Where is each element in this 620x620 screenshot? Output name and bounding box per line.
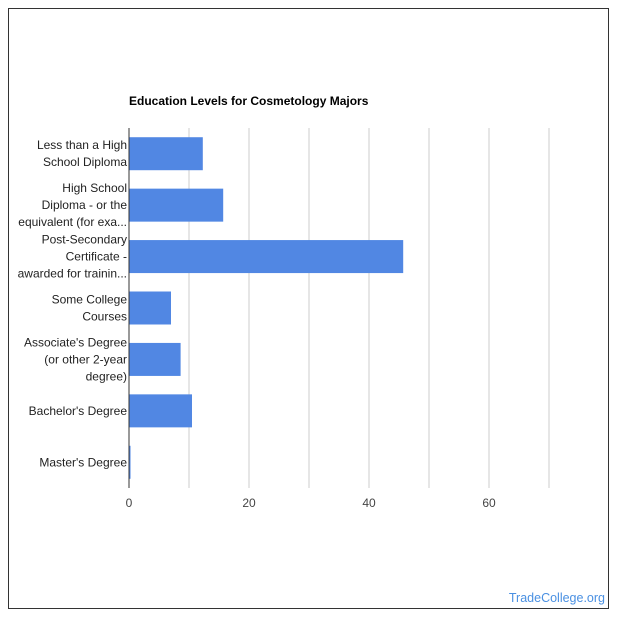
category-label-line: awarded for trainin...: [18, 267, 127, 281]
category-label-line: Courses: [82, 310, 127, 324]
bar: [129, 445, 131, 479]
category-label: Some College Courses: [52, 293, 128, 324]
category-label-line: Certificate -: [66, 250, 127, 264]
bar: [129, 342, 181, 376]
category-label-line: Bachelor's Degree: [29, 404, 128, 418]
category-label-line: degree): [86, 369, 127, 383]
category-label-line: Master's Degree: [39, 455, 127, 469]
category-label-line: Associate's Degree: [24, 335, 127, 349]
category-label-line: equivalent (for exa...: [18, 215, 127, 229]
x-tick-label: 40: [362, 496, 376, 510]
bar: [129, 291, 171, 325]
category-label: Post-Secondary Certificate - awarded for t…: [18, 233, 127, 281]
category-label: High School Diploma - or the equivalent (f…: [18, 181, 127, 229]
category-label: Bachelor's Degree: [29, 404, 128, 418]
watermark-link[interactable]: TradeCollege.org: [508, 591, 605, 605]
bar: [129, 137, 203, 171]
category-label-line: School Diploma: [43, 155, 127, 169]
x-tick-label: 60: [482, 496, 496, 510]
bar: [129, 394, 192, 428]
bar: [129, 188, 224, 222]
category-label-line: Post-Secondary: [42, 233, 127, 247]
bar: [129, 240, 404, 274]
category-label-line: Some College: [52, 293, 128, 307]
category-label-line: Diploma - or the: [42, 198, 128, 212]
x-tick-label: 0: [126, 496, 133, 510]
category-label-line: High School: [62, 181, 127, 195]
category-label: Master's Degree: [39, 455, 127, 469]
category-label-line: Less than a High: [37, 138, 127, 152]
category-label: Less than a High School Diploma: [37, 138, 127, 169]
category-label: Associate's Degree (or other 2-year degree…: [24, 335, 127, 383]
x-tick-label: 20: [242, 496, 256, 510]
chart-title: Education Levels for Cosmetology Majors: [129, 94, 369, 108]
category-label-line: (or other 2-year: [44, 352, 127, 366]
